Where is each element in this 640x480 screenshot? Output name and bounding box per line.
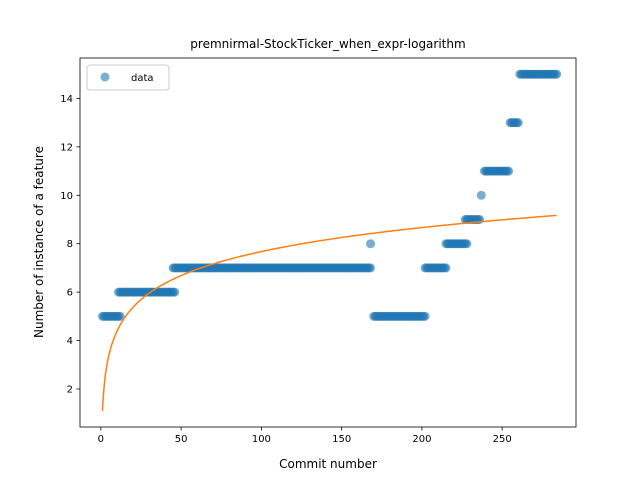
y-tick-label: 8 <box>67 239 73 250</box>
y-tick-label: 12 <box>60 142 73 153</box>
x-tick-label: 0 <box>98 434 104 445</box>
plot-frame <box>79 57 577 428</box>
data-point <box>441 263 451 273</box>
y-tick-label: 6 <box>67 288 73 299</box>
legend-box <box>86 64 170 91</box>
legend-marker-data <box>100 72 110 82</box>
y-tick-label: 2 <box>67 384 73 395</box>
x-tick-label: 200 <box>412 434 431 445</box>
fit-line <box>101 214 557 412</box>
fit-series <box>101 214 557 412</box>
data-point <box>462 239 472 249</box>
x-tick-label: 50 <box>175 434 188 445</box>
x-axis-label: Commit number <box>279 457 377 471</box>
x-tick-label: 150 <box>332 434 351 445</box>
chart-title: premnirmal-StockTicker_when_expr-logarit… <box>190 37 465 51</box>
data-point <box>476 190 486 200</box>
x-axis: 0 50 100 150 200 250 <box>98 427 512 445</box>
data-point <box>366 239 376 249</box>
legend: data <box>86 64 170 91</box>
data-point <box>504 166 514 176</box>
data-point <box>420 311 430 321</box>
data-point <box>366 263 376 273</box>
data-point <box>115 311 125 321</box>
y-axis-label: Number of instance of a feature <box>32 146 46 338</box>
x-tick-label: 250 <box>493 434 512 445</box>
data-series <box>97 69 562 321</box>
y-tick-label: 14 <box>60 94 73 105</box>
data-point <box>552 69 562 79</box>
y-tick-label: 4 <box>67 336 73 347</box>
y-axis: 2 4 6 8 10 12 14 <box>60 94 80 395</box>
data-point <box>513 118 523 128</box>
legend-label-data: data <box>131 73 154 84</box>
x-tick-label: 100 <box>252 434 271 445</box>
data-point <box>170 287 180 297</box>
y-tick-label: 10 <box>60 191 73 202</box>
